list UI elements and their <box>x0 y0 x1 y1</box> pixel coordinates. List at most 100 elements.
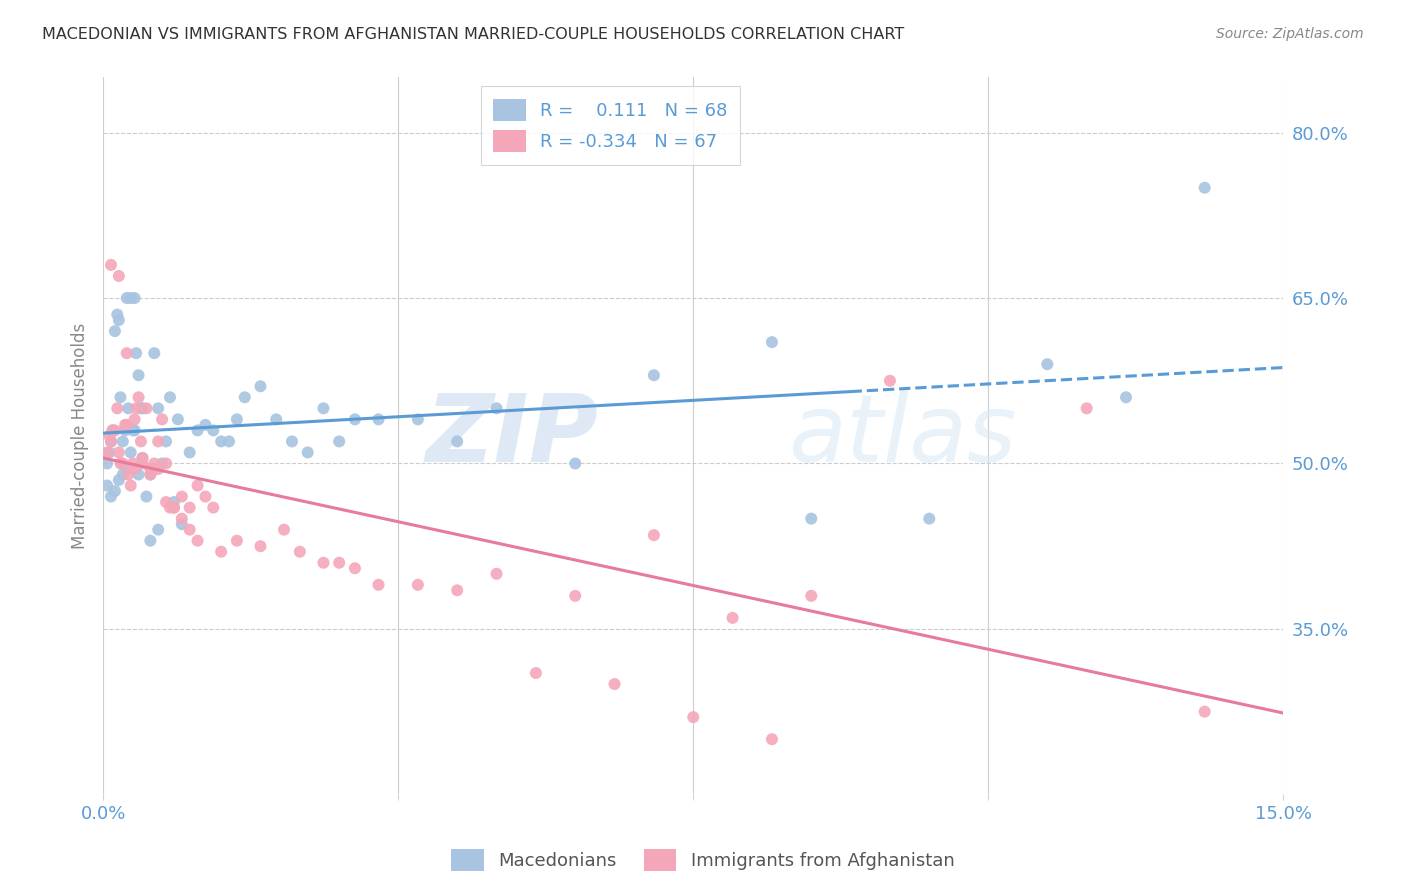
Point <box>187 533 209 548</box>
Point <box>225 533 247 548</box>
Point <box>131 450 153 465</box>
Point <box>485 566 508 581</box>
Point <box>202 423 225 437</box>
Point <box>312 556 335 570</box>
Point <box>187 478 209 492</box>
Point <box>129 434 152 449</box>
Legend: Macedonians, Immigrants from Afghanistan: Macedonians, Immigrants from Afghanistan <box>444 842 962 879</box>
Point <box>105 401 128 416</box>
Point <box>108 268 131 283</box>
Point <box>129 401 152 416</box>
Point <box>101 423 124 437</box>
Point <box>225 412 247 426</box>
Point <box>124 291 146 305</box>
Point <box>139 533 162 548</box>
Point <box>328 434 350 449</box>
Point <box>343 412 366 426</box>
Point <box>1194 180 1216 194</box>
Point <box>125 346 148 360</box>
Text: atlas: atlas <box>787 391 1017 482</box>
Point <box>131 457 153 471</box>
Legend: R =    0.111   N = 68, R = -0.334   N = 67: R = 0.111 N = 68, R = -0.334 N = 67 <box>481 87 741 165</box>
Point <box>159 390 181 404</box>
Point <box>643 528 665 542</box>
Point <box>446 583 468 598</box>
Point <box>918 511 941 525</box>
Point <box>879 374 901 388</box>
Point <box>800 589 823 603</box>
Point <box>143 346 166 360</box>
Point <box>312 401 335 416</box>
Point <box>128 390 150 404</box>
Point <box>117 401 139 416</box>
Point <box>446 434 468 449</box>
Point <box>1194 705 1216 719</box>
Point <box>202 500 225 515</box>
Point <box>110 457 132 471</box>
Point <box>233 390 256 404</box>
Point <box>179 523 201 537</box>
Point <box>124 412 146 426</box>
Point <box>163 500 186 515</box>
Point <box>100 258 122 272</box>
Point <box>288 545 311 559</box>
Point <box>179 500 201 515</box>
Point <box>98 429 121 443</box>
Point <box>131 401 153 416</box>
Point <box>108 473 131 487</box>
Point <box>170 511 193 525</box>
Point <box>120 478 142 492</box>
Point <box>115 346 138 360</box>
Point <box>101 423 124 437</box>
Point <box>564 589 586 603</box>
Point <box>209 434 232 449</box>
Point <box>96 457 118 471</box>
Point <box>128 368 150 383</box>
Point <box>120 445 142 459</box>
Point <box>108 445 131 459</box>
Point <box>148 462 170 476</box>
Text: MACEDONIAN VS IMMIGRANTS FROM AFGHANISTAN MARRIED-COUPLE HOUSEHOLDS CORRELATION : MACEDONIAN VS IMMIGRANTS FROM AFGHANISTA… <box>42 27 904 42</box>
Point <box>117 467 139 482</box>
Point <box>98 445 121 459</box>
Point <box>122 457 145 471</box>
Point <box>682 710 704 724</box>
Point <box>150 412 173 426</box>
Point <box>524 666 547 681</box>
Point <box>148 434 170 449</box>
Point <box>1036 357 1059 371</box>
Point <box>150 457 173 471</box>
Point <box>297 445 319 459</box>
Point <box>209 545 232 559</box>
Point <box>122 423 145 437</box>
Point <box>564 457 586 471</box>
Point <box>124 462 146 476</box>
Point <box>721 611 744 625</box>
Point <box>1115 390 1137 404</box>
Point <box>139 467 162 482</box>
Point <box>485 401 508 416</box>
Point <box>281 434 304 449</box>
Point <box>170 490 193 504</box>
Point <box>111 467 134 482</box>
Point <box>114 423 136 437</box>
Point <box>104 324 127 338</box>
Point <box>114 417 136 432</box>
Point <box>111 457 134 471</box>
Text: Source: ZipAtlas.com: Source: ZipAtlas.com <box>1216 27 1364 41</box>
Point <box>104 484 127 499</box>
Point <box>367 412 389 426</box>
Point <box>155 457 177 471</box>
Point <box>406 578 429 592</box>
Point <box>264 412 287 426</box>
Point <box>155 495 177 509</box>
Point <box>249 379 271 393</box>
Text: ZIP: ZIP <box>426 390 599 482</box>
Point <box>115 417 138 432</box>
Point <box>800 511 823 525</box>
Point <box>643 368 665 383</box>
Point <box>139 467 162 482</box>
Point <box>367 578 389 592</box>
Point <box>155 434 177 449</box>
Point <box>194 417 217 432</box>
